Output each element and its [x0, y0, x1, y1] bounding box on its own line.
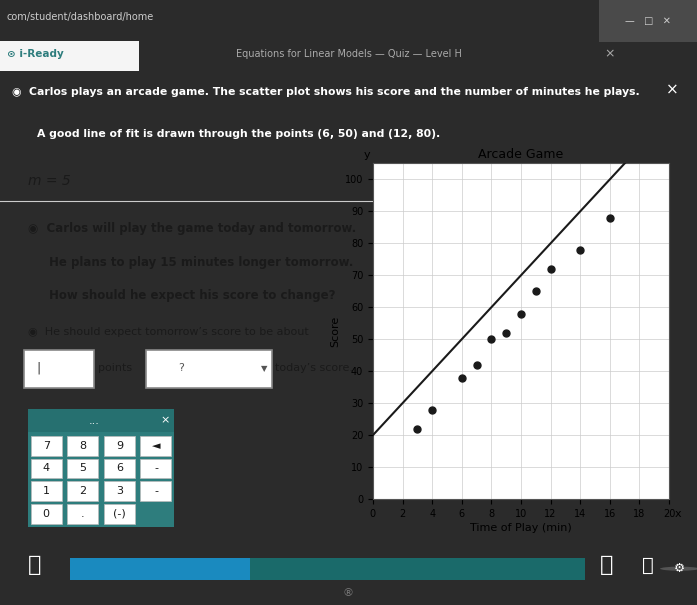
Bar — [68, 459, 98, 478]
Text: ®: ® — [343, 588, 354, 598]
Bar — [31, 504, 62, 523]
Bar — [141, 504, 171, 523]
Bar — [104, 459, 135, 478]
Bar — [599, 0, 697, 42]
Text: A good line of fit is drawn through the points (6, 50) and (12, 80).: A good line of fit is drawn through the … — [37, 129, 440, 139]
Point — [457, 373, 468, 382]
Y-axis label: Score: Score — [330, 316, 341, 347]
Bar — [70, 558, 250, 580]
Title: Arcade Game: Arcade Game — [478, 148, 564, 161]
Text: 9: 9 — [116, 440, 123, 451]
Text: (-): (-) — [113, 509, 125, 518]
Point — [604, 213, 615, 223]
Bar — [31, 482, 62, 501]
Bar — [68, 482, 98, 501]
Text: ⊙ i-Ready: ⊙ i-Ready — [7, 49, 63, 59]
Text: 6: 6 — [116, 463, 123, 474]
Point — [500, 328, 512, 338]
Point — [516, 309, 527, 318]
Text: ⚙: ⚙ — [674, 562, 685, 575]
Text: |: | — [36, 362, 40, 374]
FancyBboxPatch shape — [146, 350, 272, 388]
Text: ×: × — [604, 48, 615, 61]
Bar — [141, 482, 171, 501]
Bar — [104, 436, 135, 456]
Bar — [0, 41, 139, 71]
Bar — [104, 482, 135, 501]
Point — [486, 335, 497, 344]
Bar — [31, 459, 62, 478]
Bar — [68, 504, 98, 523]
Text: ◉  Carlos will play the game today and tomorrow.: ◉ Carlos will play the game today and to… — [28, 222, 356, 235]
Text: y: y — [363, 150, 370, 160]
Text: 5: 5 — [79, 463, 86, 474]
Text: ⏭: ⏭ — [599, 555, 613, 575]
Text: 7: 7 — [43, 440, 49, 451]
Bar — [141, 459, 171, 478]
Point — [575, 245, 586, 255]
Text: 2: 2 — [79, 486, 86, 496]
Text: -: - — [154, 486, 158, 496]
Text: m = 5: m = 5 — [28, 174, 70, 188]
Point — [412, 424, 423, 434]
Text: .: . — [81, 509, 84, 518]
Point — [545, 264, 556, 273]
Bar — [70, 558, 585, 580]
Text: ◉  He should expect tomorrow’s score to be about: ◉ He should expect tomorrow’s score to b… — [28, 327, 309, 337]
Point — [427, 405, 438, 414]
Text: today’s score.: today’s score. — [275, 363, 353, 373]
FancyBboxPatch shape — [24, 350, 94, 388]
Text: 4: 4 — [43, 463, 49, 474]
Text: x: x — [675, 509, 682, 519]
Text: points: points — [98, 363, 132, 373]
Bar — [28, 409, 174, 433]
Text: ?: ? — [178, 363, 183, 373]
Text: —   □   ✕: — □ ✕ — [625, 16, 671, 26]
Bar — [68, 436, 98, 456]
X-axis label: Time of Play (min): Time of Play (min) — [470, 523, 572, 533]
Text: 1: 1 — [43, 486, 49, 496]
Bar — [31, 436, 62, 456]
Text: 0: 0 — [43, 509, 49, 518]
Text: ×: × — [666, 83, 678, 98]
Text: 8: 8 — [79, 440, 86, 451]
Text: ×: × — [160, 416, 170, 426]
Text: He plans to play 15 minutes longer tomorrow.: He plans to play 15 minutes longer tomor… — [49, 257, 353, 269]
Text: com/student/dashboard/home: com/student/dashboard/home — [7, 12, 154, 22]
Text: ...: ... — [89, 416, 99, 426]
Text: Equations for Linear Models — Quiz — Level H: Equations for Linear Models — Quiz — Lev… — [236, 49, 461, 59]
Text: ⏸: ⏸ — [643, 555, 654, 575]
Bar — [104, 504, 135, 523]
Text: ▼: ▼ — [261, 364, 268, 373]
Text: 3: 3 — [116, 486, 123, 496]
Text: ◄: ◄ — [152, 440, 160, 451]
Text: How should he expect his score to change?: How should he expect his score to change… — [49, 289, 335, 302]
Point — [471, 360, 482, 370]
Text: ◉  Carlos plays an arcade game. The scatter plot shows his score and the number : ◉ Carlos plays an arcade game. The scatt… — [13, 87, 640, 97]
Text: -: - — [154, 463, 158, 474]
Bar — [28, 409, 174, 527]
Text: ⏮: ⏮ — [28, 555, 42, 575]
Point — [530, 286, 542, 296]
Circle shape — [660, 567, 697, 571]
Bar — [141, 436, 171, 456]
